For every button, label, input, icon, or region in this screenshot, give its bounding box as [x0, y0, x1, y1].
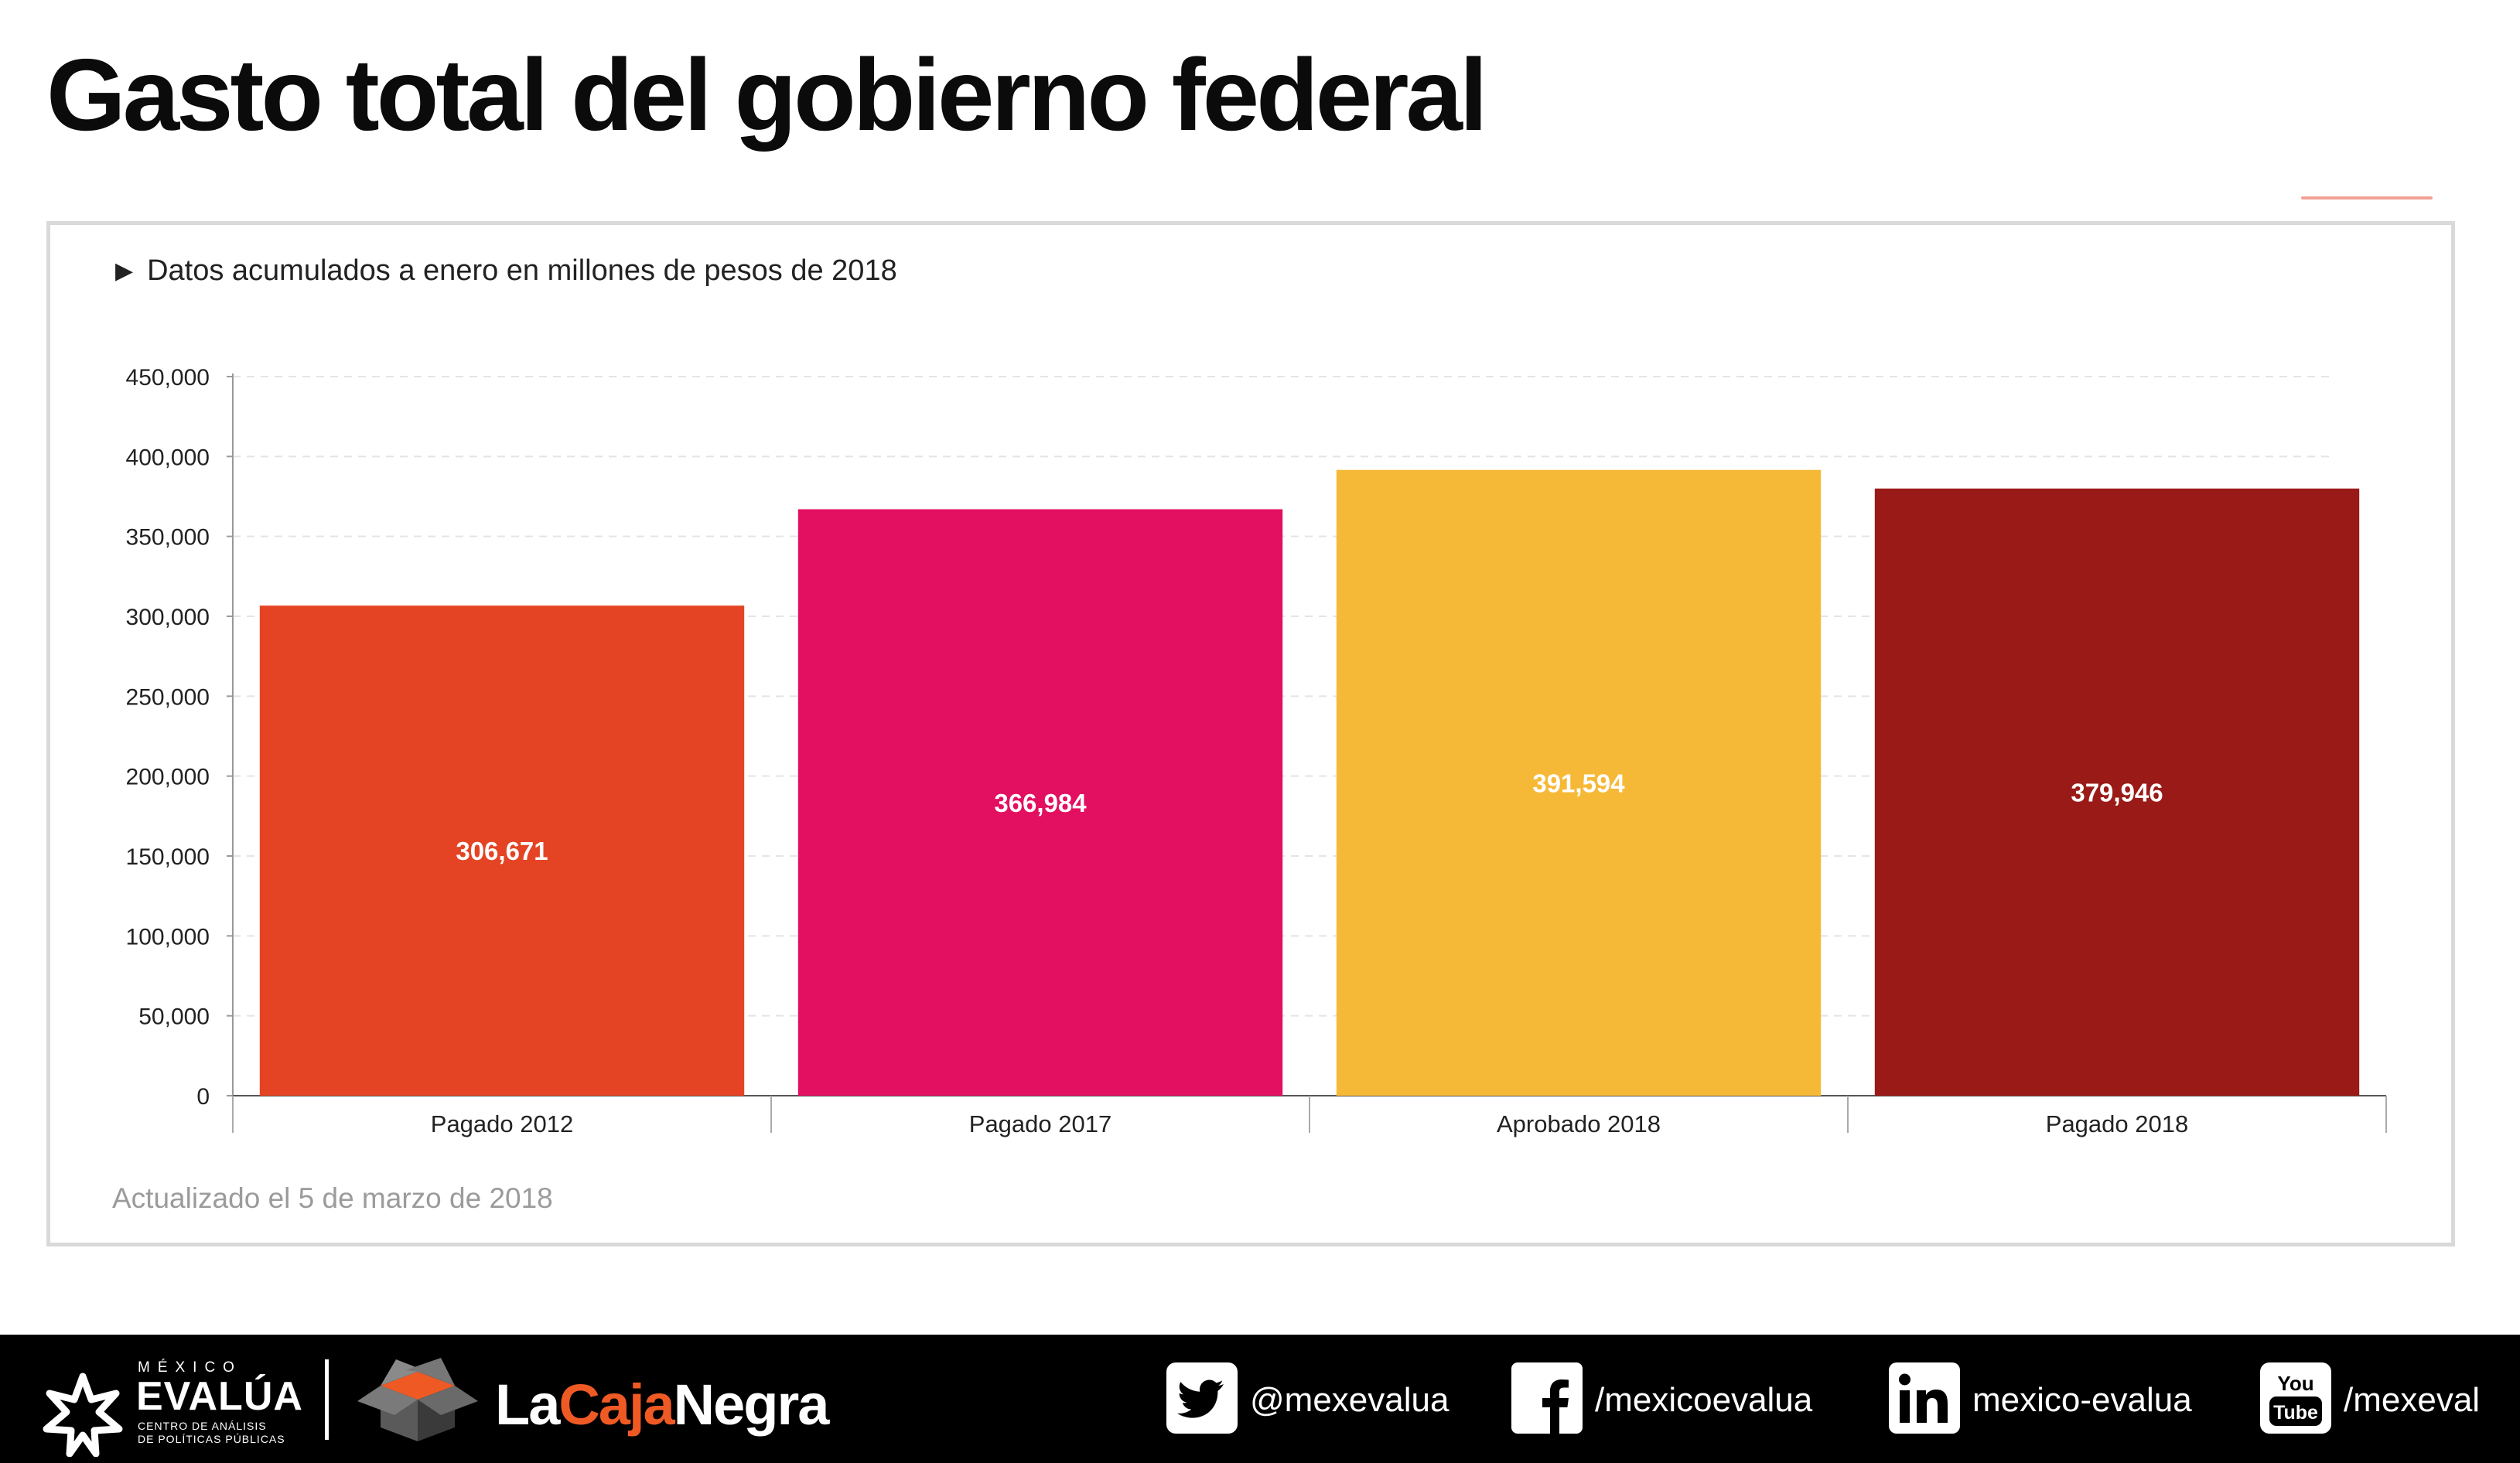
y-tick-label: 250,000	[126, 684, 210, 710]
lcn-part3: Negra	[673, 1373, 830, 1437]
data-label: 379,946	[2071, 778, 2163, 807]
y-tick-label: 450,000	[126, 365, 210, 390]
y-tick-label: 350,000	[126, 525, 210, 551]
bar	[1336, 469, 1822, 1096]
mexico-evalua-star-icon	[43, 1373, 123, 1457]
mexico-evalua-logo[interactable]: MÉXICO EVALÚA CENTRO DE ANÁLISIS DE POLÍ…	[40, 1355, 319, 1457]
updated-note: Actualizado el 5 de marzo de 2018	[112, 1182, 553, 1214]
youtube-handle: /mexeval	[2344, 1381, 2481, 1419]
y-tick-label: 100,000	[126, 924, 210, 950]
x-tick-label: Pagado 2017	[969, 1110, 1111, 1137]
chart-panel: ▶ Datos acumulados a enero en millones de…	[46, 221, 2455, 1246]
facebook-icon	[1511, 1362, 1583, 1434]
footer-divider	[325, 1359, 329, 1440]
data-label: 306,671	[456, 837, 548, 865]
la-caja-negra-logo[interactable]: LaCajaNegra	[350, 1352, 829, 1448]
y-tick-label: 200,000	[126, 765, 210, 790]
y-tick-label: 300,000	[126, 605, 210, 630]
la-caja-negra-wordmark: LaCajaNegra	[495, 1373, 830, 1437]
youtube-icon: You Tube	[2260, 1362, 2331, 1434]
twitter-handle: @mexevalua	[1250, 1381, 1450, 1419]
footer-bar: MÉXICO EVALÚA CENTRO DE ANÁLISIS DE POLÍ…	[0, 1335, 2520, 1463]
mexico-evalua-tagline-2: DE POLÍTICAS PÚBLICAS	[138, 1433, 285, 1445]
box-icon	[357, 1358, 478, 1441]
mexico-evalua-small: MÉXICO	[138, 1359, 242, 1376]
bar-chart: 0 50,000 100,000 150,000 200,000 250,000 300,0…	[126, 365, 2387, 1137]
y-tick-label: 50,000	[138, 1004, 210, 1030]
y-tick-label: 0	[196, 1084, 210, 1110]
mexico-evalua-tagline-1: CENTRO DE ANÁLISIS	[138, 1420, 267, 1432]
x-tick-label: Pagado 2018	[2046, 1110, 2188, 1137]
lcn-part2: Caja	[558, 1373, 674, 1437]
svg-text:You: You	[2277, 1372, 2313, 1395]
twitter-icon	[1166, 1362, 1238, 1434]
chart-subtitle-text: Datos acumulados a enero en millones de …	[147, 254, 897, 287]
bar	[1874, 488, 2360, 1096]
accent-line	[2301, 196, 2433, 200]
y-tick-label: 400,000	[126, 445, 210, 470]
bar	[797, 509, 1283, 1096]
linkedin-handle: mexico-evalua	[1972, 1381, 2192, 1419]
lcn-part1: La	[495, 1373, 560, 1437]
page-title: Gasto total del gobierno federal	[46, 38, 1488, 152]
x-tick-label: Pagado 2012	[431, 1110, 573, 1137]
svg-text:Tube: Tube	[2273, 1402, 2318, 1424]
y-tick-label: 150,000	[126, 844, 210, 870]
bar	[259, 605, 745, 1096]
facebook-handle: /mexicoevalua	[1595, 1381, 1813, 1419]
mexico-evalua-name: EVALÚA	[136, 1374, 303, 1419]
triangle-bullet-icon: ▶	[115, 258, 134, 284]
x-tick-label: Aprobado 2018	[1497, 1110, 1661, 1137]
linkedin-icon	[1889, 1362, 1960, 1434]
data-label: 391,594	[1532, 769, 1625, 797]
chart-subtitle: ▶ Datos acumulados a enero en millones de…	[115, 254, 897, 288]
data-label: 366,984	[994, 789, 1087, 817]
